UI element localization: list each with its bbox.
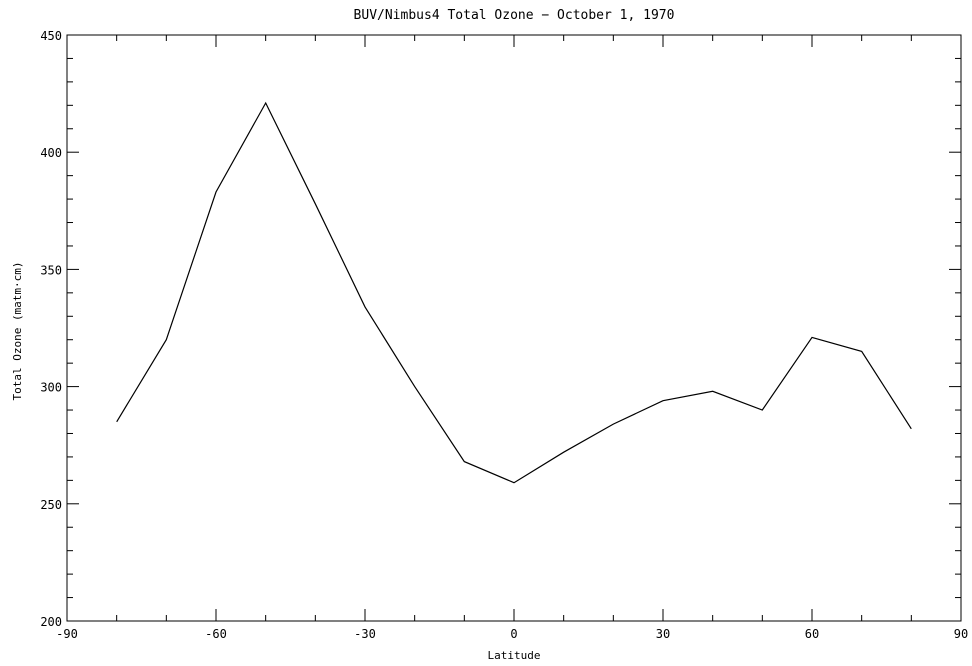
y-tick-label: 250	[40, 498, 62, 512]
tick-labels: -90 -60 -30 0 30 60 90 200 250 300 350 400 450	[40, 29, 968, 641]
x-tick-label: -30	[354, 627, 376, 641]
y-tick-label: 450	[40, 29, 62, 43]
x-tick-label: 0	[510, 627, 517, 641]
x-tick-label: 30	[656, 627, 670, 641]
x-tick-label: -60	[205, 627, 227, 641]
series-line	[116, 101, 912, 484]
x-tick-label: 60	[805, 627, 819, 641]
plot-frame	[66, 34, 962, 622]
y-tick-label: 400	[40, 146, 62, 160]
chart-title: BUV/Nimbus4 Total Ozone − October 1, 197…	[354, 8, 675, 23]
x-tick-label: -90	[56, 627, 78, 641]
y-tick-label: 200	[40, 615, 62, 629]
y-axis-title: Total Ozone (matm·cm)	[11, 261, 24, 400]
y-tick-label: 300	[40, 381, 62, 395]
x-axis-title: Latitude	[488, 649, 541, 662]
x-tick-label: 90	[954, 627, 968, 641]
series-layer	[116, 101, 912, 484]
axis-ticks	[66, 34, 962, 622]
y-tick-label: 350	[40, 263, 62, 277]
